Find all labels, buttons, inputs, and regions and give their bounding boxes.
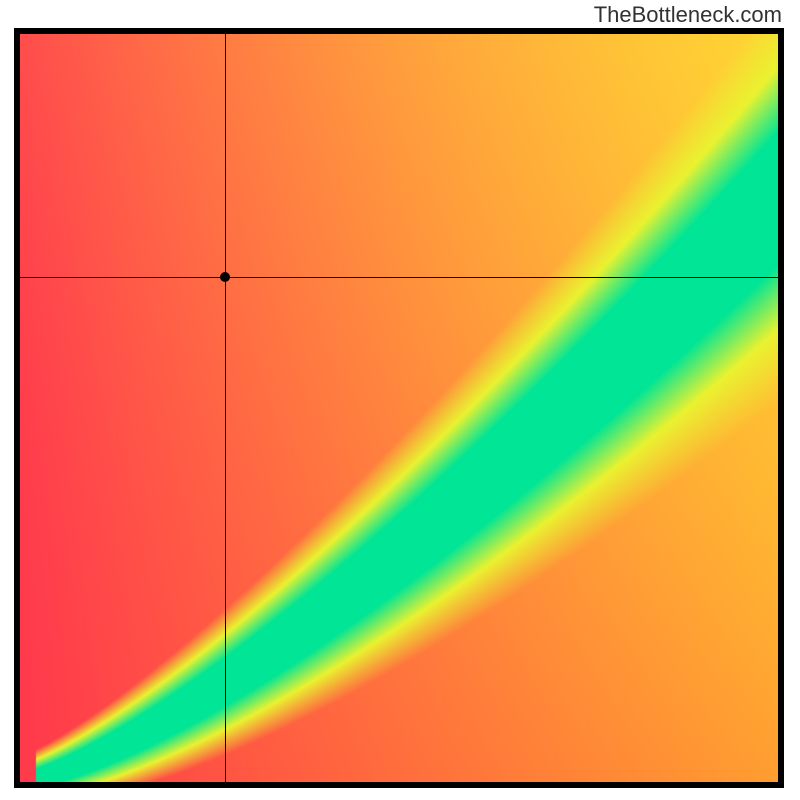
- crosshair-marker: [220, 272, 230, 282]
- watermark-text: TheBottleneck.com: [594, 2, 782, 28]
- plot-frame: [14, 28, 784, 788]
- crosshair-vertical: [225, 34, 226, 782]
- crosshair-horizontal: [20, 277, 778, 278]
- heatmap-canvas: [20, 34, 778, 782]
- chart-container: TheBottleneck.com: [0, 0, 800, 800]
